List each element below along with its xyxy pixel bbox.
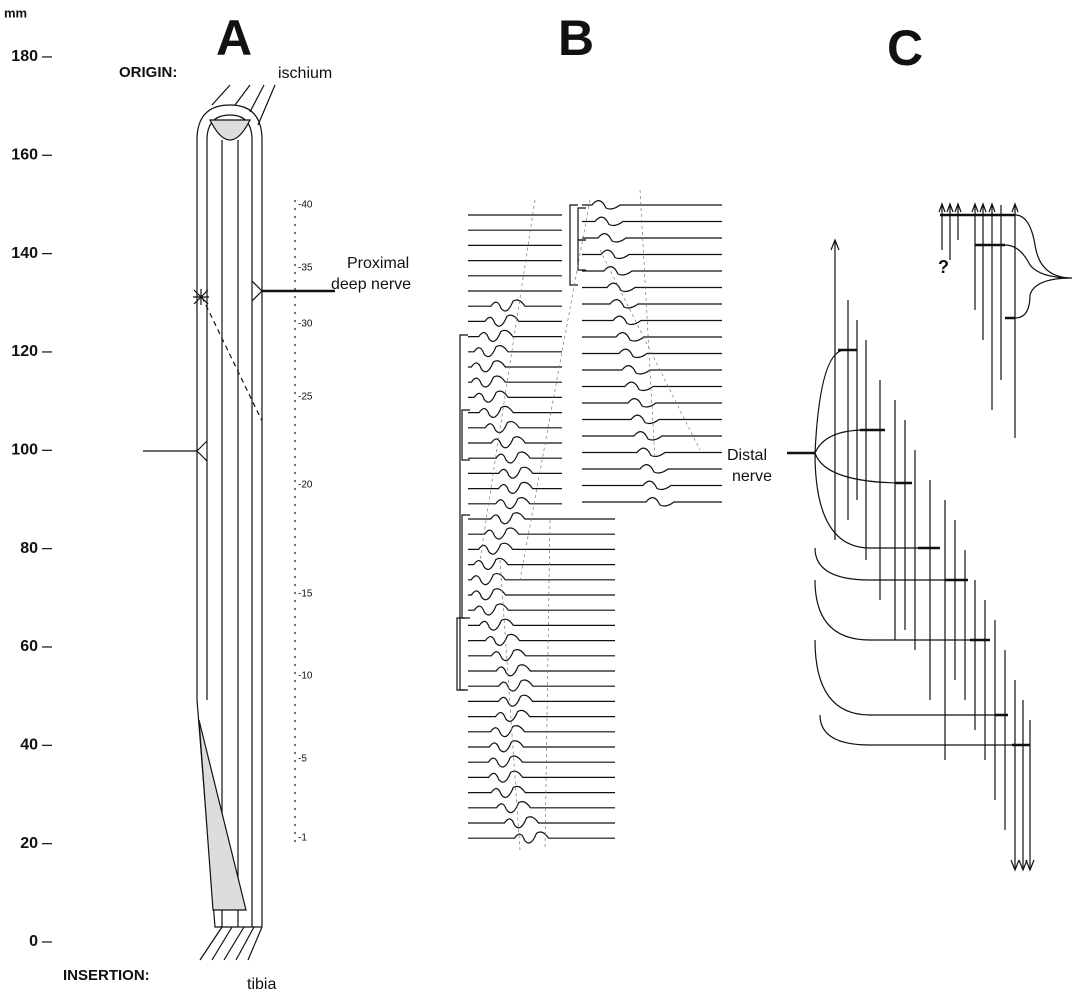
trace [582,498,722,506]
axis-tick-label: 120 [11,343,38,360]
trace [582,432,722,440]
trace [468,346,562,357]
bracket [457,618,465,690]
trace [468,710,615,721]
trace [468,589,615,600]
trace [468,650,615,661]
trace [468,543,615,554]
trace [582,300,722,308]
trace [468,437,562,448]
axis-tick-label: 140 [11,245,38,262]
latency-line [500,560,520,850]
panel-label: A [216,10,252,66]
axis-tick-label: 20 [20,835,38,852]
bracket [462,410,470,460]
axis-tick-label: 40 [20,737,38,754]
trace [468,741,615,752]
trace [468,634,615,645]
trace [468,771,615,782]
segment-label: -30 [298,319,313,330]
page: {"axis": {"unit": "mm", "ticks": [180, 1… [0,0,1073,998]
axis-tick-label: 80 [20,540,38,557]
trace [468,376,562,387]
nerve-label: Proximal [347,255,409,272]
segment-label: -1 [298,833,307,844]
trace [468,406,562,417]
trace [468,300,562,311]
branching-diagram [787,204,1072,870]
question-mark: ? [938,257,949,277]
insertion-label: INSERTION: [63,967,150,984]
axis-tick-label: 160 [11,146,38,163]
nerve-label: deep nerve [331,276,411,293]
figure: mm A B C ORIGIN: ischium INSERTION: tibi… [0,0,1073,998]
bracket [578,208,586,240]
segment-label: -25 [298,392,313,403]
insertion: tibia [247,976,276,993]
trace [582,448,722,456]
trace [582,283,722,291]
trace [468,574,615,585]
trace [582,465,722,473]
axis-tick-label: 60 [20,638,38,655]
segment-label: -20 [298,480,313,491]
trace [582,333,722,341]
trace [468,482,562,493]
origin: ischium [278,65,332,82]
recording-traces [457,190,722,850]
trace [582,234,722,242]
trace [582,316,722,324]
trace [468,604,615,615]
bracket [460,335,468,690]
trace [468,558,615,569]
trace [468,498,562,509]
origin-label: ORIGIN: [119,64,177,81]
segment-label: -35 [298,263,313,274]
trace [582,366,722,374]
trace [582,217,722,225]
trace [468,726,615,737]
axis-tick-label: 180 [11,48,38,65]
trace [582,250,722,258]
muscle-diagram [143,85,335,960]
latency-line [640,190,655,460]
trace [468,452,562,463]
trace [582,382,722,390]
nerve-label: Distal [727,447,767,464]
trace [582,201,722,209]
segment-label: -40 [298,200,313,211]
trace [468,680,615,691]
bracket [462,515,470,618]
axis-tick-label: 100 [11,442,38,459]
trace [468,619,615,630]
segment-label: -5 [298,754,307,765]
nerve-label: nerve [732,468,772,485]
trace [582,481,722,489]
trace [468,802,615,813]
axis-tick-label: 0 [29,933,38,950]
panel-label: B [558,10,594,66]
latency-line [520,200,590,580]
trace [468,467,562,478]
axis-unit: mm [4,5,27,20]
trace [468,391,562,402]
trace [468,786,615,797]
trace [468,528,615,539]
trace [468,665,615,676]
trace [582,415,722,423]
trace [468,695,615,706]
trace [468,832,615,843]
segment-label: -10 [298,671,313,682]
trace [468,315,562,326]
panel-label: C [887,20,923,76]
latency-line [545,520,550,850]
trace [468,756,615,767]
trace [468,513,615,524]
segment-label: -15 [298,589,313,600]
trace [468,817,615,828]
latency-line [480,200,535,560]
trace [468,361,562,372]
trace [582,267,722,275]
